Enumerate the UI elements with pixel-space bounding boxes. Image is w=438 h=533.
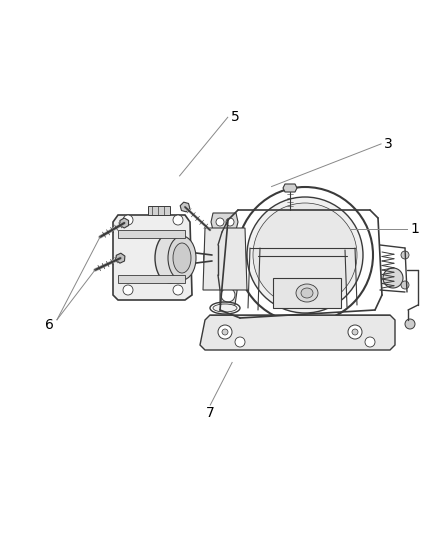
Ellipse shape <box>173 243 191 273</box>
Polygon shape <box>118 230 185 238</box>
Polygon shape <box>211 213 238 230</box>
Circle shape <box>237 187 373 323</box>
Ellipse shape <box>221 253 229 263</box>
Text: 5: 5 <box>231 110 240 124</box>
Circle shape <box>253 203 357 307</box>
Circle shape <box>218 325 232 339</box>
Circle shape <box>173 285 183 295</box>
Ellipse shape <box>204 232 246 284</box>
Polygon shape <box>120 218 129 228</box>
Circle shape <box>405 319 415 329</box>
Text: 1: 1 <box>410 222 419 236</box>
Circle shape <box>383 268 403 288</box>
Circle shape <box>221 245 235 259</box>
Circle shape <box>401 281 409 289</box>
Ellipse shape <box>168 236 196 280</box>
Circle shape <box>123 285 133 295</box>
Polygon shape <box>113 215 192 300</box>
Circle shape <box>235 337 245 347</box>
FancyBboxPatch shape <box>273 278 341 308</box>
Ellipse shape <box>213 304 237 312</box>
Circle shape <box>352 329 358 335</box>
Polygon shape <box>200 315 395 350</box>
Ellipse shape <box>216 247 234 269</box>
Polygon shape <box>118 275 185 283</box>
Ellipse shape <box>296 284 318 302</box>
Polygon shape <box>220 235 240 308</box>
Circle shape <box>348 325 362 339</box>
Polygon shape <box>180 202 190 212</box>
Text: 7: 7 <box>206 406 215 420</box>
Ellipse shape <box>208 251 216 265</box>
Circle shape <box>173 215 183 225</box>
Circle shape <box>216 218 224 226</box>
Polygon shape <box>203 228 247 290</box>
Ellipse shape <box>301 288 313 298</box>
Polygon shape <box>148 206 170 215</box>
Circle shape <box>123 215 133 225</box>
Polygon shape <box>116 253 125 263</box>
Circle shape <box>226 218 234 226</box>
Circle shape <box>365 337 375 347</box>
Text: 3: 3 <box>384 137 393 151</box>
Circle shape <box>221 288 235 302</box>
Polygon shape <box>283 184 297 192</box>
Circle shape <box>401 251 409 259</box>
Text: 6: 6 <box>45 318 54 332</box>
Circle shape <box>247 197 363 313</box>
Ellipse shape <box>155 233 185 283</box>
Circle shape <box>222 329 228 335</box>
Ellipse shape <box>209 238 241 278</box>
